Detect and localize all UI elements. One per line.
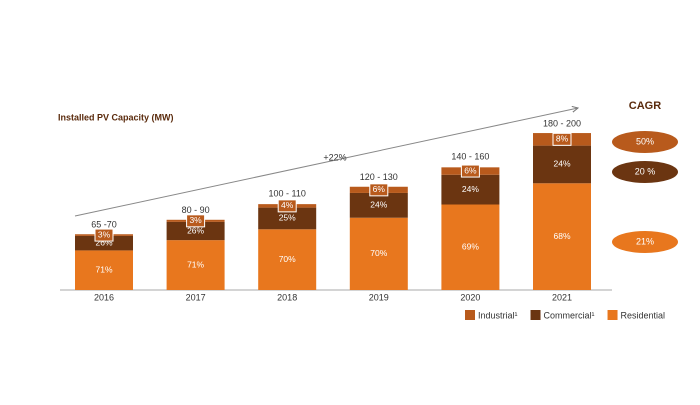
cagr-label: 50%: [636, 136, 654, 146]
legend-label: Commercial¹: [544, 310, 595, 320]
x-tick-label: 2016: [94, 292, 114, 302]
value-label: 71%: [187, 259, 204, 269]
total-label: 180 - 200: [543, 118, 581, 128]
total-label: 120 - 130: [360, 172, 398, 182]
legend-swatch: [530, 310, 541, 320]
total-label: 140 - 160: [451, 151, 489, 161]
bar-segment: [75, 250, 133, 290]
total-label: 65 -70: [91, 220, 117, 230]
cagr-badge: [612, 231, 678, 253]
total-label: 80 - 90: [182, 205, 210, 215]
x-tick-label: 2019: [369, 292, 389, 302]
cagr-label: 20 %: [635, 166, 656, 176]
cagr-label: 21%: [636, 236, 654, 246]
x-tick-label: 2021: [552, 292, 572, 302]
bar-segment: [166, 221, 225, 241]
value-label: 25%: [279, 213, 296, 223]
x-tick-label: 2020: [460, 292, 480, 302]
value-label: 3%: [189, 215, 202, 225]
bar-segment: [75, 235, 133, 251]
value-label: 4%: [281, 200, 294, 210]
value-label: 6%: [373, 184, 386, 194]
legend-swatch: [465, 310, 475, 320]
value-label: 3%: [98, 229, 111, 239]
value-label: 24%: [553, 159, 570, 169]
bar-segment: [533, 183, 591, 290]
x-tick-label: 2018: [277, 292, 297, 302]
bar-segment: [166, 240, 225, 290]
value-label: 24%: [370, 200, 387, 210]
label-box: [94, 228, 114, 242]
value-label: 26%: [187, 225, 204, 235]
bar-segment: [441, 204, 500, 290]
value-label: 24%: [462, 184, 479, 194]
bar-segment: [441, 174, 500, 205]
cagr-title: CAGR: [629, 100, 661, 112]
x-tick-label: 2017: [186, 292, 206, 302]
legend-swatch: [607, 310, 618, 320]
growth-arrow: [74, 108, 578, 217]
bar-segment: [349, 192, 408, 218]
cagr-badge: [612, 161, 678, 183]
bar-segment: [258, 229, 317, 290]
label-box: [460, 164, 480, 178]
value-label: 70%: [279, 254, 296, 264]
chart-title: Installed PV Capacity (MW): [58, 112, 174, 122]
label-box: [186, 214, 206, 228]
label-box: [552, 132, 572, 146]
legend-label: Industrial¹: [478, 310, 518, 320]
cagr-badge: [612, 131, 678, 153]
value-label: 71%: [95, 264, 112, 274]
bar-segment: [349, 217, 408, 290]
growth-label: +22%: [323, 152, 346, 162]
value-label: 70%: [370, 248, 387, 258]
value-label: 68%: [553, 231, 570, 241]
label-box: [369, 183, 389, 197]
label-box: [277, 199, 297, 213]
bar-segment: [258, 207, 317, 230]
value-label: 26%: [95, 237, 112, 247]
legend-label: Residential: [621, 310, 666, 320]
bar-segment: [533, 145, 591, 184]
value-label: 8%: [556, 134, 569, 144]
total-label: 100 - 110: [269, 189, 306, 199]
value-label: 69%: [462, 242, 479, 252]
value-label: 6%: [464, 165, 477, 175]
